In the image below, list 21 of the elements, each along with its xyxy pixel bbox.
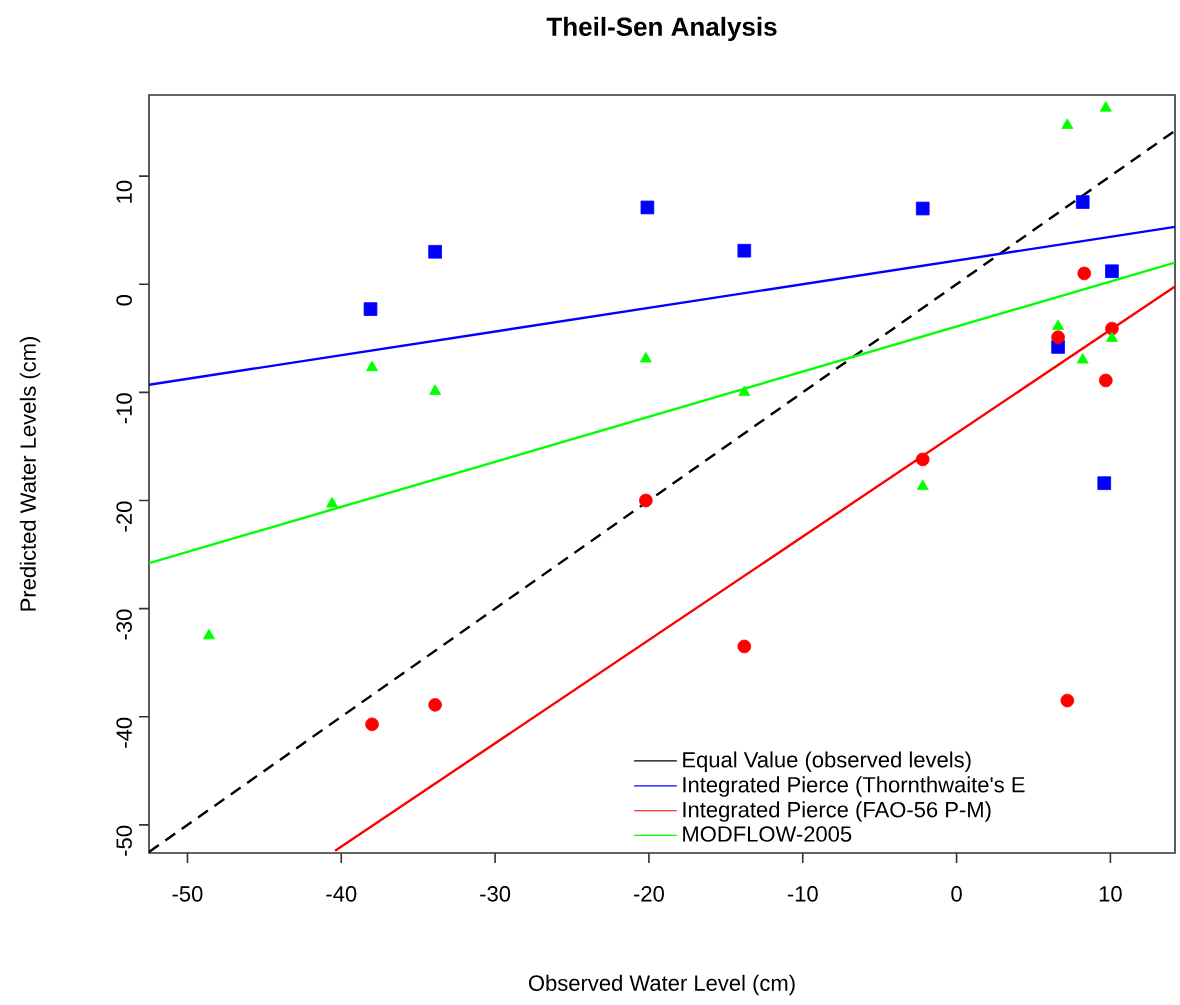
- x-tick-label: -20: [634, 886, 664, 902]
- legend-label: Equal Value (observed levels): [683, 751, 971, 772]
- y-tick-label: -50: [116, 825, 132, 856]
- x-tick-label: 10: [1099, 886, 1122, 902]
- y-axis-title: Predicted Water Levels (cm): [19, 337, 41, 611]
- x-tick-label: -10: [787, 886, 818, 902]
- x-axis-title: Observed Water Level (cm): [528, 974, 795, 996]
- chart-title: Theil-Sen Analysis: [546, 16, 777, 42]
- x-tick-label: -30: [480, 886, 511, 902]
- y-tick-label: 0: [116, 294, 132, 306]
- y-tick-label: -30: [116, 609, 132, 640]
- x-tick-label: -50: [172, 886, 203, 902]
- x-tick-label: 0: [951, 886, 962, 902]
- legend-label: MODFLOW-2005: [683, 826, 852, 842]
- y-tick-label: 10: [116, 180, 132, 203]
- legend-label: Integrated Pierce (Thornthwaite's E: [683, 776, 1025, 797]
- x-tick-label: -40: [326, 886, 357, 902]
- y-tick-label: -20: [116, 501, 132, 532]
- y-tick-label: -10: [116, 393, 132, 424]
- legend-label: Integrated Pierce (FAO-56 P-M): [683, 801, 991, 822]
- y-tick-label: -40: [116, 717, 132, 748]
